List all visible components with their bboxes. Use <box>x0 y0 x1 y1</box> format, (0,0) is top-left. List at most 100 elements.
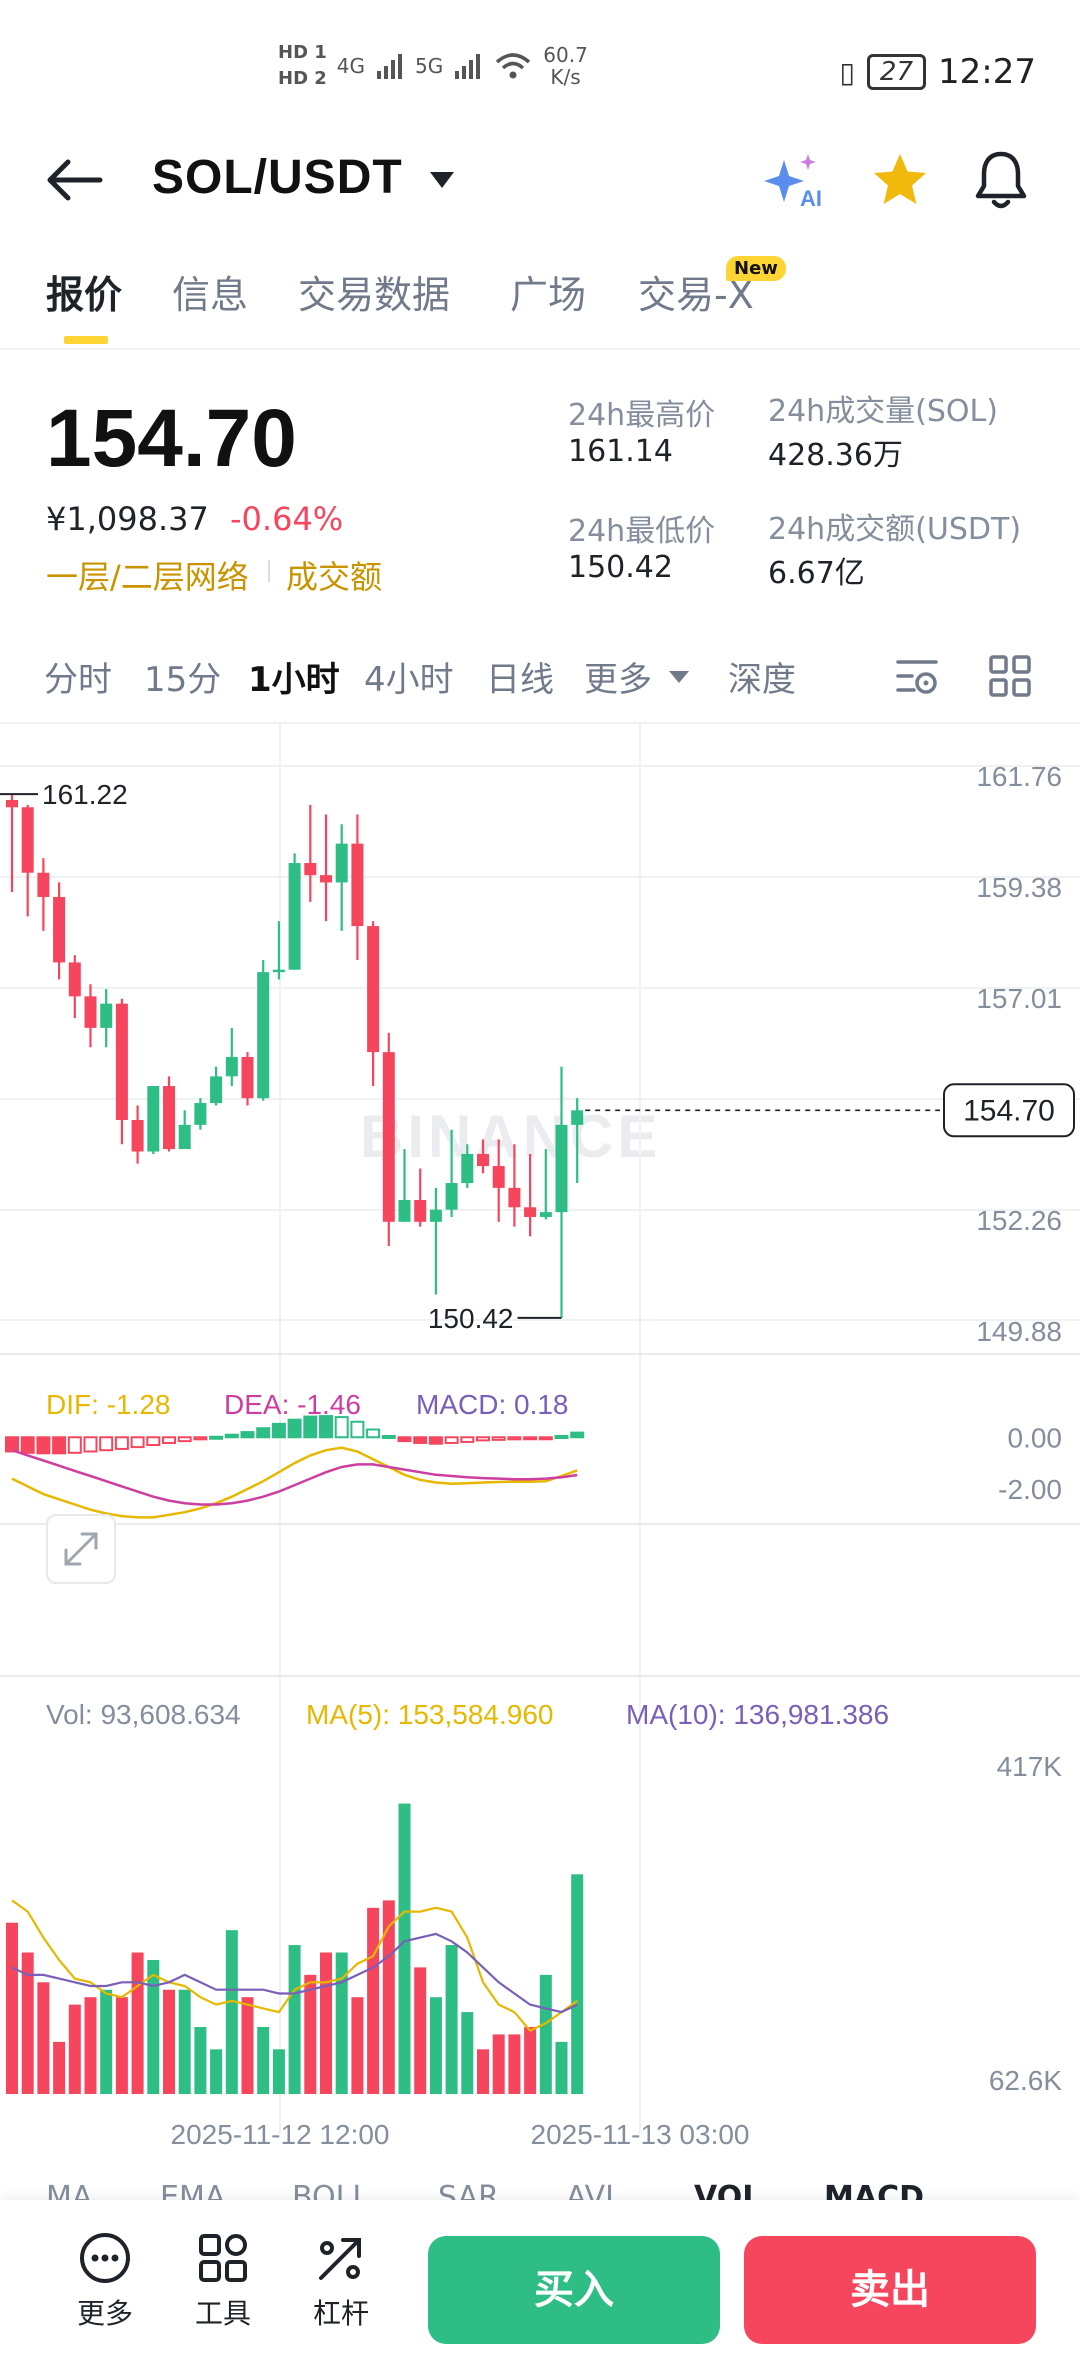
interval-1d[interactable]: 日线 <box>486 660 554 700</box>
volume-bar <box>477 2049 489 2094</box>
tools-button[interactable]: 工具 <box>178 2230 268 2340</box>
macd-histogram-bar <box>5 1436 19 1453</box>
volume-bar <box>335 1952 348 2094</box>
volume-bar <box>272 2049 285 2094</box>
chart-settings-icon[interactable] <box>894 654 940 698</box>
signal-icon-2 <box>455 54 481 79</box>
interval-15m[interactable]: 15分 <box>144 660 222 700</box>
candle-body <box>53 896 66 963</box>
volume-bar <box>414 1967 427 2094</box>
volume-bar <box>429 1997 442 2094</box>
turnover-tag-link[interactable]: 成交额 <box>286 558 383 596</box>
interval-1h[interactable]: 1小时 <box>248 660 340 700</box>
volume-bar <box>524 2026 537 2094</box>
volume-bar <box>21 1952 34 2094</box>
tab-square[interactable]: 广场 <box>510 273 587 317</box>
chart-canvas[interactable]: 161.76159.38157.01154.63152.26149.88161.… <box>0 724 1080 2174</box>
layout-grid-icon[interactable] <box>988 654 1032 698</box>
candle-body <box>524 1207 537 1217</box>
candle-body <box>398 1200 411 1222</box>
speed-unit: K/s <box>550 65 581 89</box>
volume-axis-label: 62.6K <box>989 2065 1062 2096</box>
volume-bar <box>382 1900 395 2094</box>
volume-bar <box>241 1997 254 2094</box>
more-label: 更多 <box>76 2297 133 2330</box>
macd-histogram-bar <box>366 1428 381 1439</box>
network-4g-label: 4G <box>336 54 366 78</box>
tab-trading-data[interactable]: 交易数据 <box>298 273 451 317</box>
macd-histogram-bar <box>287 1418 302 1439</box>
candle-body <box>367 926 380 1053</box>
buy-button[interactable]: 买入 <box>428 2236 720 2344</box>
volume-bar <box>68 2004 81 2094</box>
pair-title[interactable]: SOL/USDT <box>152 151 403 204</box>
link-divider <box>268 560 270 582</box>
candle-body <box>131 1120 144 1152</box>
macd-histogram-bar <box>20 1436 35 1454</box>
candle-body <box>225 1056 238 1077</box>
volume-bar <box>539 1974 552 2094</box>
fullscreen-button[interactable] <box>46 1514 116 1584</box>
vibrate-icon: ▯ <box>839 55 855 89</box>
more-button[interactable]: 更多 <box>60 2230 150 2340</box>
volume-label: Vol: 93,608.634 <box>46 1699 241 1730</box>
current-price-label: 154.70 <box>963 1094 1055 1127</box>
price-axis-label: 159.38 <box>976 872 1062 903</box>
depth-tab[interactable]: 深度 <box>728 660 796 700</box>
volume-bar <box>461 2012 474 2094</box>
back-arrow-icon[interactable] <box>44 156 104 204</box>
speed-value: 60.7 <box>543 43 588 67</box>
interval-4h[interactable]: 4小时 <box>364 660 454 700</box>
time-axis-label: 2025-11-13 03:00 <box>531 2119 750 2150</box>
volume-bar <box>555 2041 568 2094</box>
status-bar: HD 1 HD 2 4G 5G 60.7 K/s ▯ 27 12:27 <box>0 0 1080 140</box>
volume-bar <box>445 1945 458 2094</box>
bell-icon[interactable] <box>970 148 1032 212</box>
volume-bar <box>398 1803 411 2094</box>
network-speed: 60.7 K/s <box>543 44 588 88</box>
ai-sparkle-icon[interactable]: AI <box>762 150 826 210</box>
volume-bar <box>508 2034 521 2094</box>
macd-histogram-bar <box>130 1436 145 1449</box>
candle-body <box>163 1086 175 1150</box>
interval-more[interactable]: 更多 <box>584 660 652 700</box>
volume-bar <box>163 1989 175 2094</box>
low-24h-value: 150.42 <box>568 550 673 585</box>
volume-bar <box>37 1982 50 2094</box>
candle-body <box>147 1086 160 1152</box>
sell-button[interactable]: 卖出 <box>744 2236 1036 2344</box>
volume-bar <box>304 1974 317 2094</box>
macd-histogram-bar <box>177 1436 192 1443</box>
leverage-button[interactable]: 杠杆 <box>296 2230 386 2340</box>
macd-histogram-bar <box>240 1431 255 1439</box>
tools-grid-icon <box>199 2234 247 2282</box>
volume-bar <box>178 1989 191 2094</box>
star-icon[interactable] <box>870 150 930 210</box>
volume-bar <box>571 1874 584 2094</box>
volume-bar <box>194 2026 207 2094</box>
status-left: HD 1 HD 2 4G 5G 60.7 K/s <box>278 40 588 92</box>
macd-histogram-bar <box>271 1422 286 1439</box>
macd-histogram-bar <box>334 1416 349 1439</box>
price-axis-label: 149.88 <box>976 1316 1062 1347</box>
volume-bar <box>225 1930 238 2094</box>
interval-time-share[interactable]: 分时 <box>44 660 112 700</box>
amount-24h-label: 24h成交额(USDT) <box>768 512 1022 547</box>
network-tag-link[interactable]: 一层/二层网络 <box>46 558 249 596</box>
bottom-action-bar: 更多 工具 杠杆 买入 卖出 <box>0 2200 1080 2376</box>
macd-histogram-bar <box>36 1436 51 1455</box>
kline-chart[interactable]: BINANCE 161.76159.38157.01154.63152.2614… <box>0 722 1080 2172</box>
amount-24h-value: 6.67亿 <box>768 556 865 591</box>
tab-info[interactable]: 信息 <box>172 273 249 317</box>
tab-quote[interactable]: 报价 <box>46 273 123 317</box>
candle-body <box>382 1052 395 1222</box>
cny-price: ¥1,098.37 <box>46 500 209 538</box>
candle-body <box>320 875 332 883</box>
macd-histogram-bar <box>193 1436 208 1441</box>
candle-body <box>194 1103 207 1125</box>
macd-histogram-bar <box>523 1436 538 1441</box>
macd-histogram-bar <box>507 1436 522 1441</box>
candle-body <box>429 1209 442 1222</box>
caret-down-icon[interactable] <box>428 170 456 190</box>
more-caret-down-icon[interactable] <box>668 670 690 684</box>
